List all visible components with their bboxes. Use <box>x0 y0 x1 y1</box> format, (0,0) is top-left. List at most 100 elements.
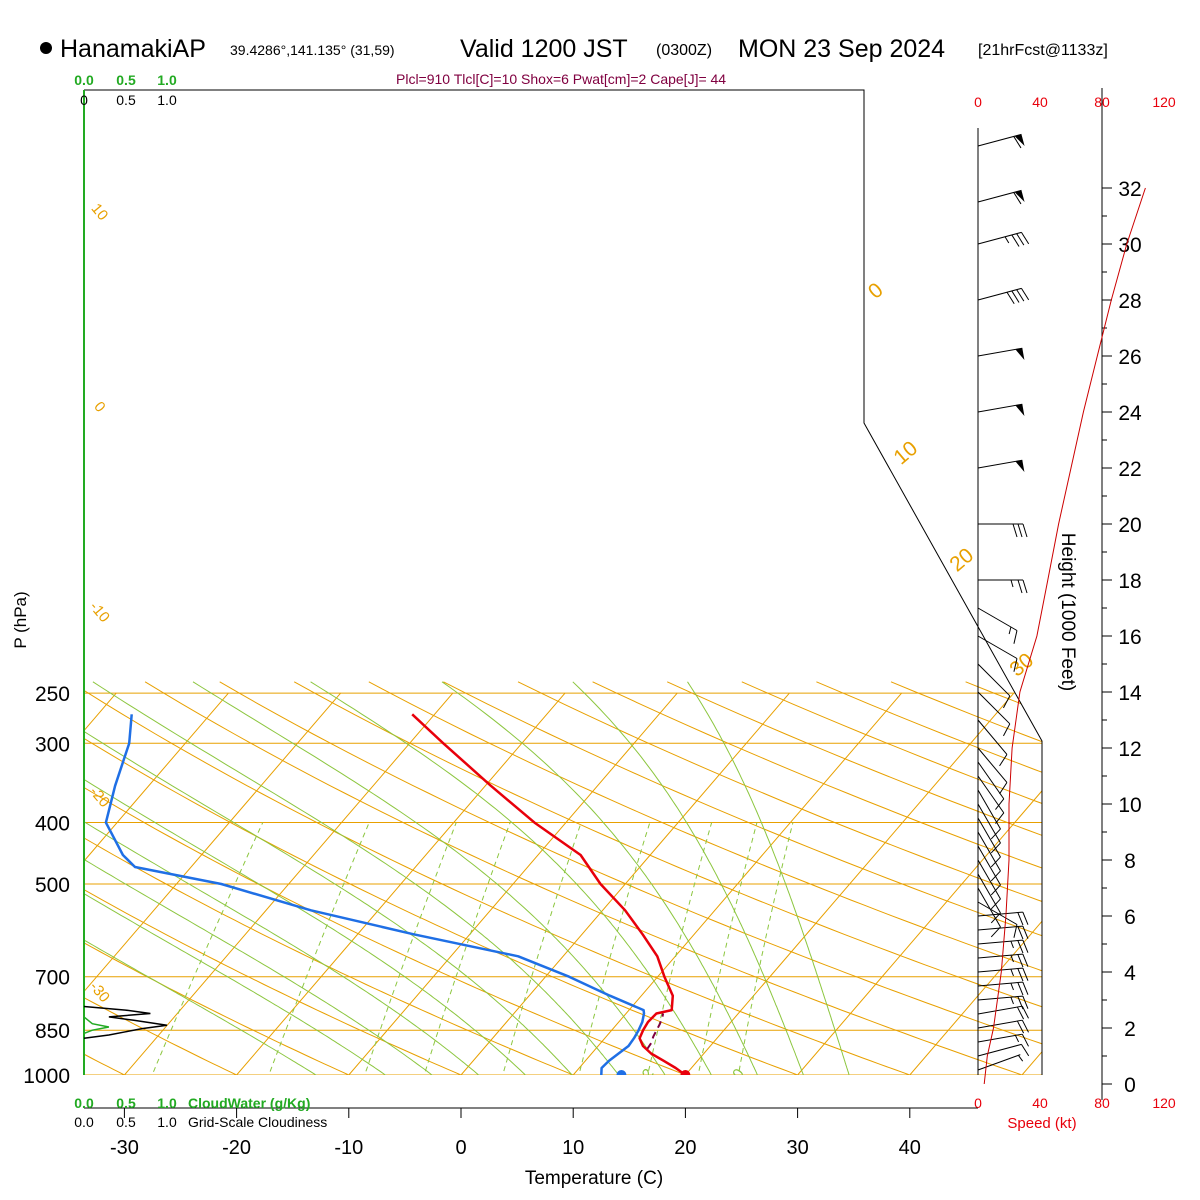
wind-barb-full <box>1017 968 1024 982</box>
wind-barb-full <box>1021 1033 1029 1047</box>
isotherm-label: 10 <box>889 437 922 470</box>
dry-adiabat-line <box>890 681 1042 1075</box>
dry-adiabat-line <box>368 681 1042 1075</box>
height-tick-label: 12 <box>1118 738 1141 761</box>
wind-barb-full <box>1017 954 1024 968</box>
wind-barb <box>977 887 1001 938</box>
moist-adiabat-line <box>84 681 495 1075</box>
isotherm-label: 30 <box>1005 649 1038 682</box>
isotherm-label: 20 <box>945 544 978 577</box>
mixing-ratio-line <box>575 822 651 1075</box>
valid-time: Valid 1200 JST <box>460 35 628 63</box>
wind-barb <box>977 287 1030 305</box>
wind-barb-full <box>1021 232 1030 245</box>
wind-barb-half <box>1014 1035 1020 1043</box>
dry-adiabat-line <box>443 681 1042 1075</box>
cloudiness-tick-top: 0.5 <box>116 92 136 108</box>
wind-barb-full <box>1012 523 1018 538</box>
wind-barb-staff <box>977 995 1023 1001</box>
wind-barb-full <box>1013 192 1022 205</box>
moist-adiabat-line <box>84 681 405 1075</box>
height-tick-label: 2 <box>1124 1018 1136 1041</box>
dry-adiabat-line <box>219 681 1042 1075</box>
wind-barb <box>977 911 1029 926</box>
cloudwater-tick-top: 0.5 <box>116 72 136 88</box>
wind-barb-full <box>1021 1044 1030 1057</box>
chart-border <box>84 89 1043 1075</box>
wind-barb <box>977 347 1025 361</box>
x-axis-label: Temperature (C) <box>525 1168 663 1189</box>
cloudwater-tick-top: 0.0 <box>74 72 94 88</box>
cloudiness-tick-bottom: 0.5 <box>116 1114 136 1130</box>
wind-barb <box>977 901 1018 938</box>
cloudiness-tick-top: 0 <box>80 92 88 108</box>
mixing-ratio-line <box>146 822 264 1075</box>
wind-barb <box>977 1005 1029 1020</box>
dry-adiabat-line <box>84 681 834 1075</box>
wind-barb <box>977 459 1025 473</box>
height-tick-label: 18 <box>1118 570 1141 593</box>
height-tick-label: 8 <box>1124 850 1136 873</box>
cloudiness-label: Grid-Scale Cloudiness <box>188 1114 327 1130</box>
wind-barb-half <box>1010 982 1014 991</box>
height-tick-label: 0 <box>1124 1074 1136 1097</box>
wind-barb-full <box>995 812 1005 824</box>
height-tick-label: 24 <box>1118 402 1142 425</box>
station-dot-icon <box>40 42 52 54</box>
wind-barb-staff <box>977 981 1023 987</box>
y-axis-label: P (hPa) <box>11 591 30 648</box>
wind-barb <box>978 523 1028 538</box>
cloudwater-tick-top: 1.0 <box>157 72 177 88</box>
wind-barb-full <box>1017 523 1023 538</box>
wind-barb <box>977 189 1025 205</box>
height-tick-label: 14 <box>1118 682 1142 705</box>
wind-barb-full <box>1016 1006 1025 1020</box>
wind-barb-half <box>1010 996 1014 1005</box>
mixing-ratio-line <box>644 822 713 1075</box>
wind-barb-staff <box>977 775 1005 814</box>
temperature-tick-label: 0 <box>455 1137 466 1159</box>
surface-dewpoint-point <box>616 1070 627 1075</box>
wind-barb-full <box>990 842 1001 854</box>
wind-barb-staff <box>977 231 1022 245</box>
wind-barb-full <box>1013 630 1018 644</box>
mixing-ratio-line <box>735 822 794 1075</box>
wind-barb-staff <box>977 901 1018 925</box>
cloudiness-tick-bottom: 1.0 <box>157 1114 177 1130</box>
chart-frame: 0 10 20 30 <box>83 89 1043 1109</box>
isotherm-line <box>0 693 4 1075</box>
dry-adiabat-line <box>84 681 379 1075</box>
wind-barb <box>977 1043 1030 1057</box>
wind-barb <box>977 845 1001 896</box>
cloudwater-label: CloudWater (g/Kg) <box>188 1095 310 1111</box>
dry-adiabat-line <box>0 682 37 1089</box>
pressure-tick-label: 500 <box>35 874 70 897</box>
pressure-tick-label: 850 <box>35 1020 70 1043</box>
wind-barb-full <box>990 926 1001 938</box>
valid-date: MON 23 Sep 2024 <box>738 35 945 63</box>
wind-barb-full <box>1017 996 1024 1010</box>
wind-barb-flag <box>1015 404 1025 417</box>
isotherm-line <box>797 692 1042 1075</box>
wind-barb <box>977 925 1029 940</box>
wind-barb-staff <box>977 1033 1023 1043</box>
wind-barb-staff <box>977 747 1008 783</box>
wind-barb-full <box>1022 981 1029 995</box>
mixing-ratio-line <box>263 822 370 1075</box>
speed-tick-label-top: 120 <box>1152 94 1176 110</box>
isotherm-label: 0 <box>90 398 108 415</box>
speed-tick-label-top: 80 <box>1094 94 1110 110</box>
wind-barb <box>977 873 1001 924</box>
wind-barb-full <box>1022 953 1029 967</box>
isotherm-line <box>1021 692 1042 1075</box>
wind-barb <box>977 1033 1029 1047</box>
wind-barb-full <box>1003 695 1011 709</box>
wind-barb-staff <box>977 1054 1021 1071</box>
wind-barb <box>977 831 1001 882</box>
wind-barb-full <box>995 798 1005 810</box>
dry-adiabat-line <box>965 681 1042 1075</box>
wind-barb-staff <box>977 347 1023 357</box>
speed-tick-label-bottom: 80 <box>1094 1095 1110 1111</box>
